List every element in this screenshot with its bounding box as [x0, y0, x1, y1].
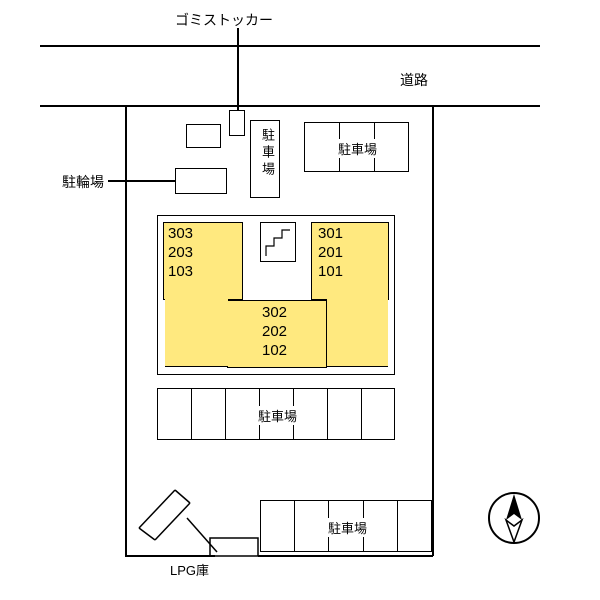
unit-201: 201 — [318, 244, 343, 261]
road-line-top — [40, 45, 540, 47]
parking-bottom-label: 駐車場 — [326, 518, 369, 537]
parking-vert-label: 駐車場 — [258, 128, 277, 179]
unit-202: 202 — [262, 323, 287, 340]
lpg-structure — [125, 478, 265, 560]
unit-302: 302 — [262, 304, 287, 321]
garbage-stocker-label: ゴミストッカー — [175, 10, 273, 30]
bike-line — [108, 180, 175, 182]
unit-101: 101 — [318, 263, 343, 280]
compass-north-icon — [486, 490, 542, 546]
road-line-bottom — [40, 105, 540, 107]
unit-fill-right — [327, 299, 388, 367]
garbage-box — [229, 110, 245, 136]
prop-bottom-2 — [258, 555, 433, 557]
prop-right — [432, 105, 434, 556]
bicycle-parking-label: 駐輪場 — [62, 172, 104, 192]
parking-top-right-label: 駐車場 — [336, 139, 379, 158]
pb-d4 — [397, 500, 398, 552]
unit-203: 203 — [168, 244, 193, 261]
unit-102: 102 — [262, 342, 287, 359]
pm-d2 — [225, 388, 226, 440]
lpg-label: LPG庫 — [170, 560, 209, 579]
pm-d1 — [191, 388, 192, 440]
unit-103: 103 — [168, 263, 193, 280]
pm-d5 — [327, 388, 328, 440]
small-box-1 — [186, 124, 221, 148]
bicycle-parking-box — [175, 168, 227, 194]
pm-d6 — [361, 388, 362, 440]
parking-mid-label: 駐車場 — [256, 406, 299, 425]
unit-301: 301 — [318, 225, 343, 242]
unit-303: 303 — [168, 225, 193, 242]
pb-d1 — [294, 500, 295, 552]
stair-icon — [262, 224, 294, 260]
road-label: 道路 — [400, 70, 428, 90]
unit-fill-left — [165, 299, 228, 367]
